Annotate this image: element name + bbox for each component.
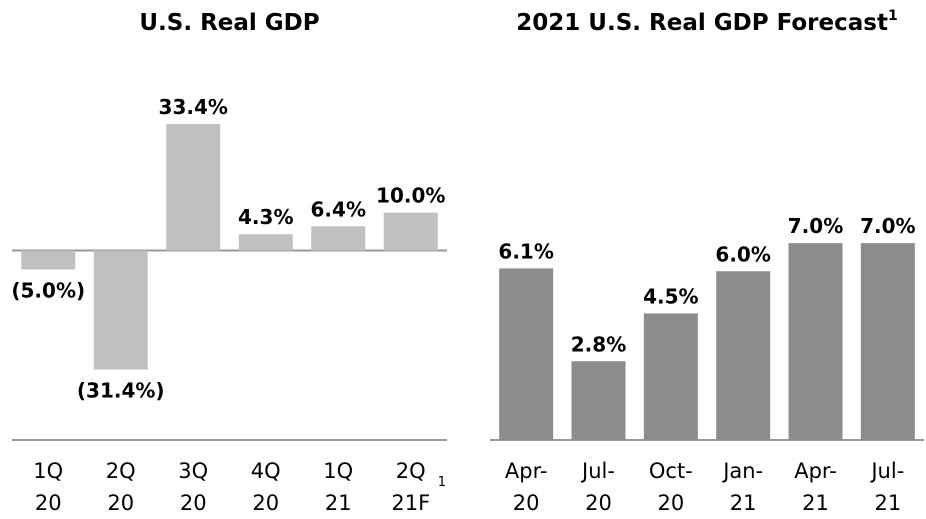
data-label: 33.4% [159,95,228,119]
x-tick-label: Jan- [721,459,763,483]
bar [238,234,293,251]
title-text: 2021 U.S. Real GDP Forecast [516,10,888,36]
x-tick-label: Oct- [649,459,693,483]
data-label: 6.0% [715,242,770,266]
x-tick-label: Jul- [580,459,615,483]
data-label: 7.0% [860,214,915,238]
x-tick-label: 20 [107,491,134,515]
bar [383,212,438,251]
bar [571,361,626,440]
x-tick-label: 20 [585,491,612,515]
bar [166,123,221,251]
x-tick-label: 20 [252,491,279,515]
x-tick-label: Apr- [505,459,548,483]
chart-title: U.S. Real GDP [139,10,319,36]
data-label: 6.4% [311,197,366,221]
bar [716,271,771,440]
x-tick-label: 4Q [251,459,281,483]
x-tick-label: 21F [391,491,430,515]
title-text: U.S. Real GDP [139,10,319,36]
x-tick-label: 3Q [178,459,208,483]
x-tick-label: 2Q [396,459,426,483]
bar [311,226,366,251]
bar [21,250,76,270]
data-label: (5.0%) [11,278,85,302]
category-note: 1 [438,475,446,490]
x-tick-label: 2Q [106,459,136,483]
data-label: 7.0% [788,214,843,238]
data-label: 4.3% [238,205,293,229]
x-tick-label: Apr- [794,459,837,483]
data-label: 2.8% [571,332,626,356]
chart-title: 2021 U.S. Real GDP Forecast1 [516,8,897,36]
x-tick-label: Jul- [869,459,904,483]
bar [643,313,698,440]
x-tick-label: 21 [874,491,901,515]
x-tick-label: 20 [35,491,62,515]
bar [93,250,148,370]
x-tick-label: 1Q [323,459,353,483]
x-tick-label: 20 [657,491,684,515]
x-tick-label: 21 [325,491,352,515]
bar [499,268,554,440]
data-label: 4.5% [643,284,698,308]
x-tick-label: 20 [513,491,540,515]
data-label: (31.4%) [77,379,165,403]
x-tick-label: 20 [180,491,207,515]
title-note: 1 [888,8,898,24]
data-label: 6.1% [498,239,553,263]
x-tick-label: 1Q [33,459,63,483]
bar [860,243,915,440]
bar [788,243,843,440]
x-tick-label: 21 [730,491,757,515]
x-tick-label: 21 [802,491,829,515]
data-label: 10.0% [376,184,445,208]
